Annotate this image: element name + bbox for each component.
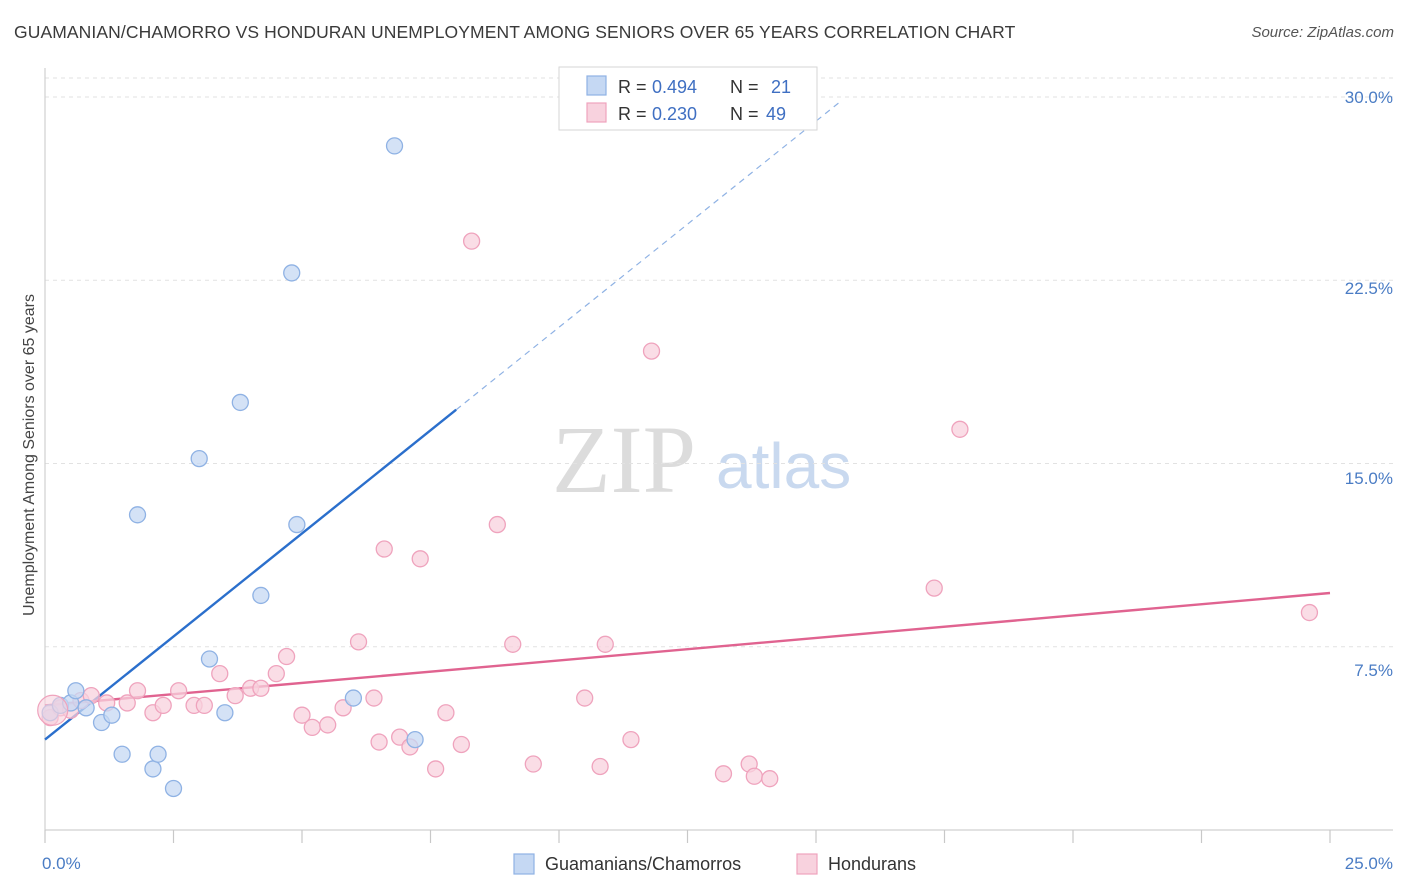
data-point-guamanians-16 [252, 586, 270, 605]
data-point-hondurans-24 [365, 689, 383, 707]
data-point-guamanians-9 [144, 760, 162, 778]
data-point-guamanians-3 [67, 682, 85, 700]
data-point-hondurans-9 [154, 696, 172, 715]
data-point-hondurans-33 [462, 232, 481, 250]
data-point-hondurans-26 [375, 540, 393, 558]
data-point-hondurans-19 [293, 706, 311, 724]
data-point-hondurans-7 [128, 682, 147, 700]
data-point-hondurans-42 [714, 765, 733, 783]
x-tick-label-min: 0.0% [42, 854, 81, 873]
data-point-cluster [37, 694, 69, 726]
data-point-guamanians-20 [385, 137, 404, 155]
data-point-hondurans-20 [303, 718, 321, 737]
legend-n-label-1: N = [730, 77, 759, 97]
y-axis-label: Unemployment Among Seniors over 65 years [21, 294, 38, 616]
data-point-hondurans-36 [524, 755, 542, 773]
data-point-guamanians-4 [77, 699, 95, 717]
data-point-hondurans-17 [267, 664, 285, 683]
legend-n-label-2: N = [730, 104, 759, 124]
legend-r-label-1: R = [618, 77, 647, 97]
legend-swatch-pink [586, 102, 607, 123]
data-point-guamanians-6 [103, 706, 121, 724]
data-point-guamanians-19 [344, 689, 363, 707]
data-point-hondurans-18 [277, 647, 296, 666]
bottom-legend-label-guamanians: Guamanians/Chamorros [545, 854, 741, 874]
watermark-atlas: atlas [716, 430, 851, 502]
data-point-guamanians-15 [231, 393, 249, 412]
data-point-hondurans-41 [642, 342, 661, 360]
legend-r-value-1: 0.494 [652, 77, 697, 97]
legend-r-value-2: 0.230 [652, 104, 697, 124]
data-point-hondurans-38 [591, 757, 609, 776]
data-point-guamanians-14 [216, 704, 234, 722]
data-point-guamanians-17 [283, 264, 301, 282]
data-point-hondurans-48 [1300, 603, 1319, 622]
data-point-hondurans-47 [951, 420, 969, 438]
y-tick-label-22-5: 22.5% [1345, 279, 1393, 298]
bottom-legend-label-hondurans: Hondurans [828, 854, 916, 874]
chart-title: GUAMANIAN/CHAMORRO VS HONDURAN UNEMPLOYM… [14, 22, 1016, 42]
source-label: Source: ZipAtlas.com [1251, 24, 1394, 41]
data-point-hondurans-37 [576, 689, 594, 707]
trend-line-guamanians-extension [455, 100, 843, 411]
y-tick-label-7-5: 7.5% [1354, 661, 1393, 680]
legend-swatch-blue [586, 75, 607, 96]
data-point-hondurans-39 [596, 635, 614, 653]
data-point-hondurans-16 [252, 679, 270, 697]
y-tick-label-15: 15.0% [1345, 469, 1393, 488]
data-point-hondurans-23 [349, 633, 368, 651]
data-point-hondurans-40 [622, 730, 640, 749]
data-points [37, 137, 1319, 798]
data-point-hondurans-45 [761, 770, 779, 788]
y-tick-label-30: 30.0% [1345, 88, 1393, 107]
data-point-guamanians-11 [164, 779, 183, 798]
data-point-guamanians-21 [406, 730, 424, 749]
data-point-hondurans-14 [226, 686, 244, 705]
data-point-hondurans-25 [370, 733, 388, 751]
data-point-hondurans-34 [488, 515, 506, 534]
watermark-zip: ZIP [552, 406, 696, 513]
data-point-guamanians-12 [190, 449, 208, 468]
data-point-guamanians-13 [200, 650, 219, 668]
grid [45, 77, 1393, 648]
data-point-hondurans-13 [211, 664, 229, 683]
data-point-hondurans-21 [319, 716, 337, 734]
data-point-hondurans-32 [452, 735, 470, 754]
bottom-legend-swatch-blue [513, 853, 535, 875]
data-point-hondurans-6 [118, 694, 136, 712]
data-point-guamanians-8 [128, 506, 147, 524]
bottom-legend-swatch-pink [796, 853, 818, 875]
data-point-hondurans-44 [745, 767, 763, 785]
data-point-hondurans-10 [169, 682, 188, 700]
data-point-hondurans-46 [925, 579, 943, 597]
legend-n-value-2: 49 [766, 104, 786, 124]
data-point-guamanians-10 [149, 745, 167, 763]
trend-line-guamanians [44, 408, 457, 741]
data-point-hondurans-29 [411, 550, 429, 568]
data-point-hondurans-35 [504, 635, 522, 653]
data-point-guamanians-18 [288, 515, 306, 534]
correlation-legend: R = 0.494 N = 21 R = 0.230 N = 49 [558, 66, 818, 131]
data-point-hondurans-31 [437, 704, 455, 722]
x-tick-label-max: 25.0% [1345, 854, 1393, 873]
data-point-guamanians-7 [113, 745, 131, 763]
data-point-hondurans-12 [195, 696, 213, 715]
series-legend: Guamanians/Chamorros Hondurans [513, 853, 916, 875]
legend-n-value-1: 21 [771, 77, 791, 97]
data-point-hondurans-30 [426, 760, 445, 778]
watermark: ZIP atlas [552, 406, 851, 513]
legend-r-label-2: R = [618, 104, 647, 124]
